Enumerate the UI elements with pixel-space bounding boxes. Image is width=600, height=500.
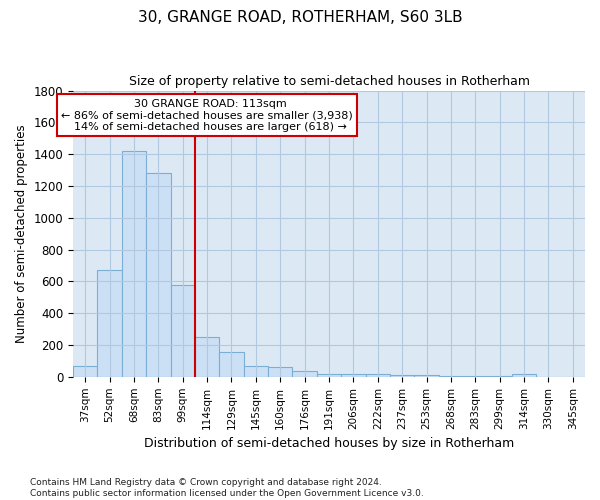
- Bar: [341, 374, 365, 377]
- Bar: [220, 352, 244, 377]
- Bar: [439, 376, 463, 377]
- Bar: [365, 374, 390, 377]
- Bar: [292, 372, 317, 377]
- Bar: [97, 270, 122, 377]
- Title: Size of property relative to semi-detached houses in Rotherham: Size of property relative to semi-detach…: [128, 75, 530, 88]
- Bar: [170, 284, 195, 377]
- Bar: [122, 151, 146, 377]
- Bar: [244, 366, 268, 377]
- Y-axis label: Number of semi-detached properties: Number of semi-detached properties: [15, 124, 28, 343]
- Text: 30, GRANGE ROAD, ROTHERHAM, S60 3LB: 30, GRANGE ROAD, ROTHERHAM, S60 3LB: [137, 10, 463, 25]
- Bar: [463, 376, 487, 377]
- Bar: [146, 174, 170, 377]
- Bar: [317, 374, 341, 377]
- Bar: [512, 374, 536, 377]
- Text: 30 GRANGE ROAD: 113sqm
← 86% of semi-detached houses are smaller (3,938)
  14% o: 30 GRANGE ROAD: 113sqm ← 86% of semi-det…: [61, 98, 353, 132]
- Bar: [415, 375, 439, 377]
- Bar: [390, 375, 415, 377]
- Bar: [195, 337, 220, 377]
- Bar: [73, 366, 97, 377]
- Text: Contains HM Land Registry data © Crown copyright and database right 2024.
Contai: Contains HM Land Registry data © Crown c…: [30, 478, 424, 498]
- X-axis label: Distribution of semi-detached houses by size in Rotherham: Distribution of semi-detached houses by …: [144, 437, 514, 450]
- Bar: [268, 368, 292, 377]
